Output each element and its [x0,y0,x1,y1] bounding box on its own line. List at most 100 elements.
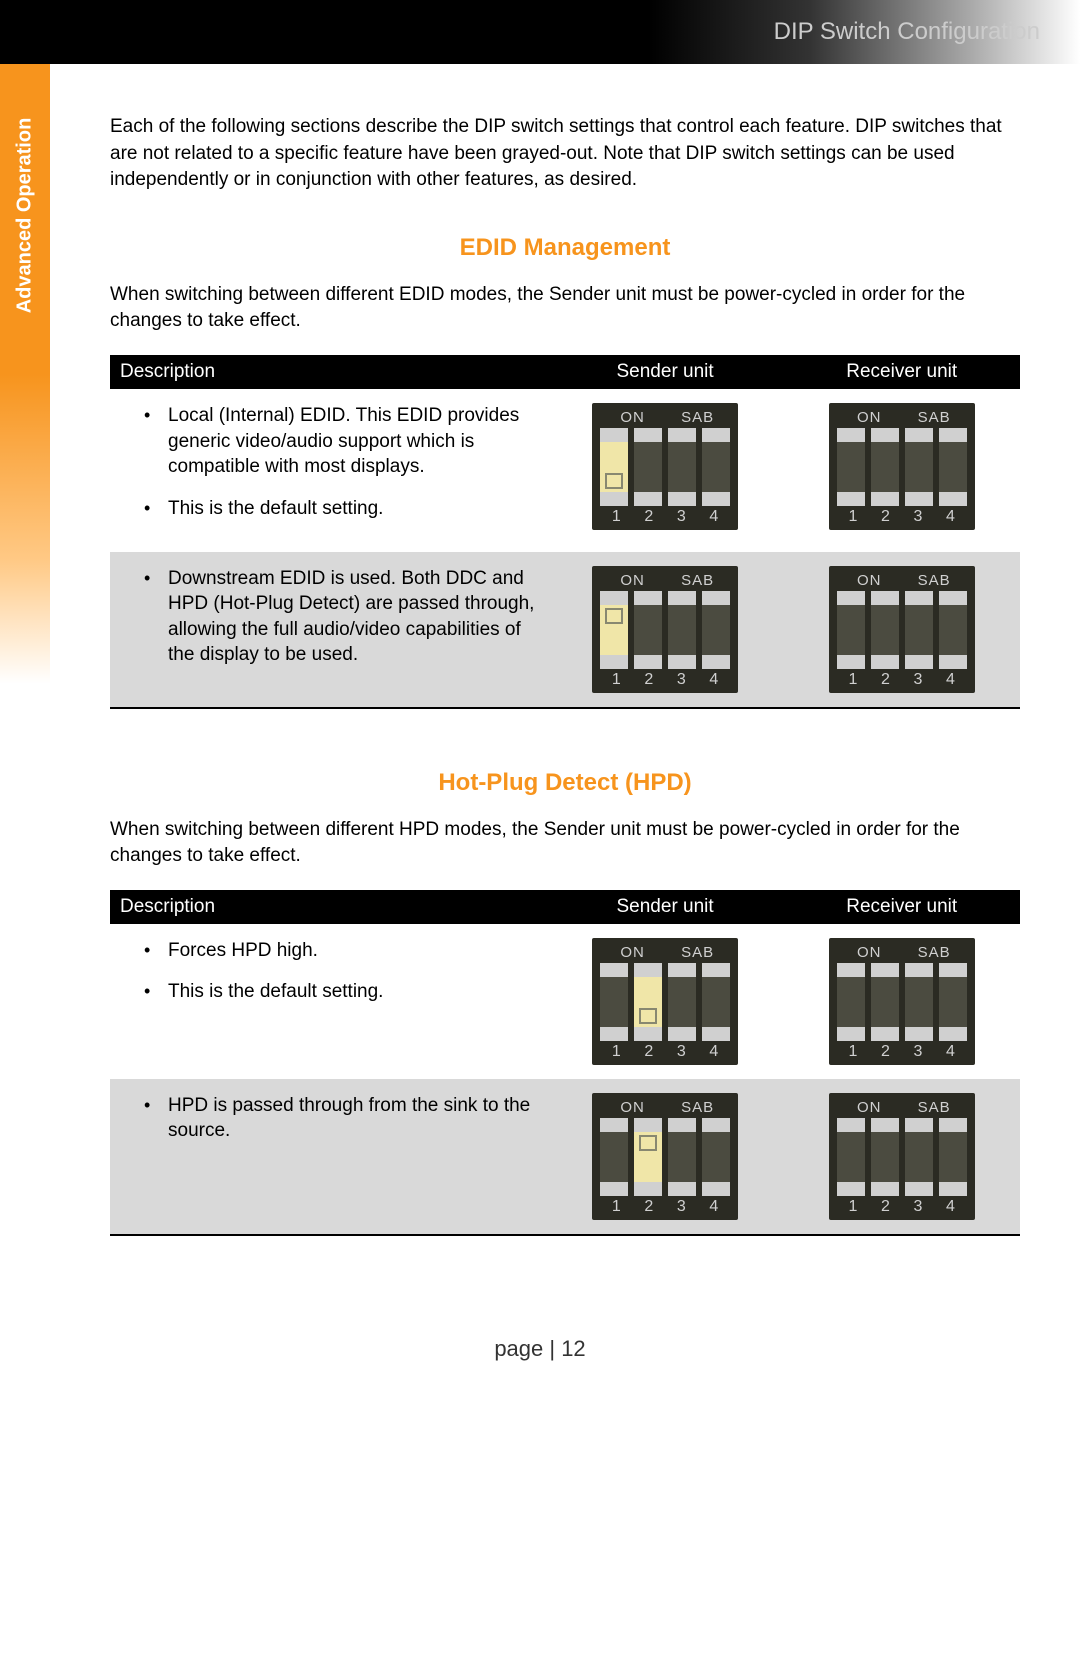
col-header-description: Description [110,890,547,924]
dip-label-sab: SAB [665,1099,730,1116]
sections-container: EDID ManagementWhen switching between di… [110,234,1020,1236]
dip-cap-bottom [702,1027,730,1041]
dip-slot-2 [634,1118,662,1196]
dip-cap-top [871,963,899,977]
dip-label-on: ON [837,944,902,961]
dip-bottom-labels: 1234 [600,1198,730,1216]
dip-slot-4 [702,1118,730,1196]
section-title: Hot-Plug Detect (HPD) [110,769,1020,797]
dip-cap-bottom [634,1027,662,1041]
dip-slot-3 [668,591,696,669]
dip-num-label: 3 [665,1198,698,1216]
dip-cap-bottom [668,492,696,506]
dip-slots [600,963,730,1041]
dip-top-labels: ONSAB [837,572,967,589]
dip-cap-top [939,963,967,977]
dip-num-label: 1 [837,1198,870,1216]
cell-sender-unit: ONSAB1234 [547,552,784,708]
dip-slots [837,591,967,669]
dip-switch: ONSAB 1234 [592,938,738,1065]
dip-slot-3 [905,591,933,669]
dip-cap-top [702,591,730,605]
dip-cap-bottom [905,1182,933,1196]
section-text: When switching between different EDID mo… [110,282,1020,335]
dip-toggle [605,473,623,489]
col-header-receiver: Receiver unit [783,890,1020,924]
side-tab-label: Advanced Operation [14,118,37,314]
dip-slot-2 [634,428,662,506]
dip-switch: ONSAB1234 [592,566,738,693]
dip-slot-4 [702,963,730,1041]
dip-num-label: 4 [698,671,731,689]
dip-slot-2 [871,591,899,669]
dip-cap-top [600,1118,628,1132]
dip-bottom-labels: 1234 [837,1198,967,1216]
dip-label-on: ON [600,944,665,961]
dip-num-label: 4 [934,1198,967,1216]
dip-slot-4 [939,1118,967,1196]
cell-description: Local (Internal) EDID. This EDID provide… [110,389,547,552]
desc-list-item: Local (Internal) EDID. This EDID provide… [140,403,537,480]
dip-num-label: 3 [902,1198,935,1216]
table-row: Downstream EDID is used. Both DDC and HP… [110,552,1020,708]
dip-slot-1 [600,963,628,1041]
dip-top-labels: ONSAB [837,944,967,961]
dip-num-label: 3 [902,1043,935,1061]
cell-sender-unit: ONSAB 1234 [547,1079,784,1235]
dip-cap-bottom [837,492,865,506]
dip-cap-bottom [600,492,628,506]
dip-switch: ONSAB 1234 [592,403,738,530]
dip-bottom-labels: 1234 [837,1043,967,1061]
dip-cap-bottom [871,655,899,669]
desc-list: Downstream EDID is used. Both DDC and HP… [120,566,537,669]
cell-receiver-unit: ONSAB 1234 [783,924,1020,1079]
dip-cap-bottom [668,655,696,669]
dip-cap-bottom [871,492,899,506]
dip-cap-top [837,963,865,977]
dip-slot-1 [837,1118,865,1196]
dip-cap-bottom [939,655,967,669]
dip-cap-top [939,428,967,442]
dip-slot-2 [871,1118,899,1196]
dip-slot-1 [600,428,628,506]
dip-switch: ONSAB1234 [829,403,975,530]
table-row: Local (Internal) EDID. This EDID provide… [110,389,1020,552]
dip-label-on: ON [837,572,902,589]
intro-text: Each of the following sections describe … [110,114,1020,194]
cell-description: HPD is passed through from the sink to t… [110,1079,547,1235]
dip-slot-1 [837,591,865,669]
desc-list-item: Downstream EDID is used. Both DDC and HP… [140,566,537,669]
dip-label-sab: SAB [665,572,730,589]
dip-label-sab: SAB [665,944,730,961]
dip-cap-top [837,1118,865,1132]
dip-cap-bottom [600,1182,628,1196]
dip-cap-top [905,1118,933,1132]
cell-sender-unit: ONSAB 1234 [547,389,784,552]
dip-slot-3 [668,1118,696,1196]
dip-bottom-labels: 1234 [600,1043,730,1061]
dip-cap-top [871,1118,899,1132]
dip-cap-top [939,591,967,605]
dip-cap-bottom [702,655,730,669]
dip-slots [837,963,967,1041]
dip-cap-top [702,1118,730,1132]
cell-sender-unit: ONSAB 1234 [547,924,784,1079]
dip-label-sab: SAB [902,572,967,589]
dip-slot-3 [905,1118,933,1196]
dip-num-label: 3 [902,671,935,689]
dip-label-sab: SAB [902,1099,967,1116]
dip-cap-bottom [668,1027,696,1041]
dip-cap-bottom [905,492,933,506]
dip-top-labels: ONSAB [837,1099,967,1116]
dip-cap-top [939,1118,967,1132]
dip-num-label: 4 [934,671,967,689]
desc-list: Forces HPD high.This is the default sett… [120,938,537,1005]
dip-top-labels: ONSAB [600,1099,730,1116]
dip-top-labels: ONSAB [600,409,730,426]
header-title: DIP Switch Configuration [774,18,1040,46]
dip-num-label: 4 [698,1198,731,1216]
dip-slot-2 [634,591,662,669]
dip-bottom-labels: 1234 [600,508,730,526]
dip-switch: ONSAB 1234 [829,938,975,1065]
dip-label-sab: SAB [902,944,967,961]
